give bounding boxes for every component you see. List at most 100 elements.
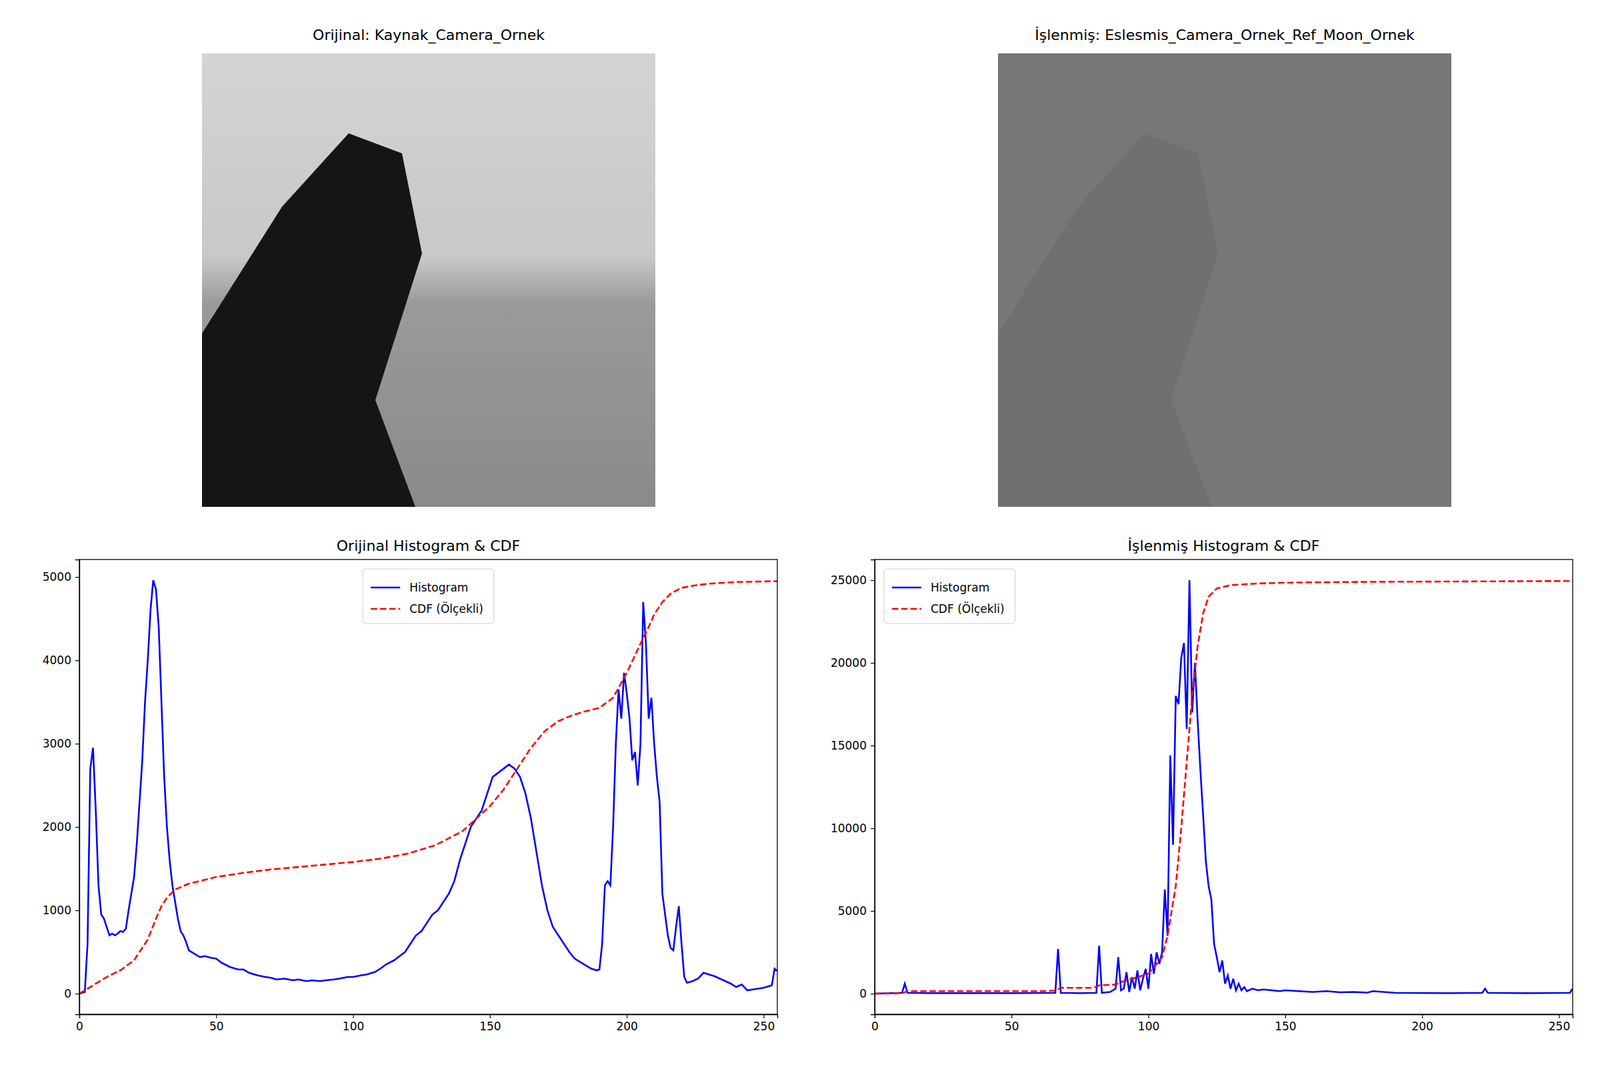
tick-mark	[216, 1014, 217, 1018]
tick-mark	[1558, 1014, 1560, 1018]
axis-line	[875, 1014, 1574, 1019]
tick-mark	[1011, 1014, 1012, 1018]
x-axis: 0 50 100 150 200 250	[76, 1014, 778, 1033]
tick-mark	[870, 745, 875, 746]
tick: 0	[871, 1014, 879, 1033]
tick-mark	[626, 1014, 628, 1018]
tick: 250	[753, 1014, 775, 1033]
tick-mark	[1285, 1014, 1286, 1018]
plot-area	[79, 580, 778, 994]
tick-label: 200	[616, 1019, 638, 1033]
tick-label: 100	[1138, 1019, 1160, 1033]
chart-title: İşlenmiş Histogram & CDF	[1128, 537, 1320, 554]
plot-frame	[874, 559, 1573, 1014]
tick-mark	[870, 662, 875, 664]
tick-mark	[75, 910, 80, 911]
tick-mark	[870, 993, 875, 994]
tick-label: 50	[209, 1019, 224, 1033]
chart: Orijinal Histogram & CDF0501001502002500…	[42, 537, 778, 1033]
tick: 3000	[42, 736, 80, 750]
legend: Histogram CDF (Ölçekli)	[884, 568, 1016, 624]
tick: 20000	[830, 656, 875, 670]
tick: 10000	[830, 821, 875, 835]
image-title: Orijinal: Kaynak_Camera_Ornek	[312, 26, 545, 44]
tick-label: 3000	[42, 736, 72, 750]
tick-mark	[75, 576, 80, 578]
tick: 2000	[42, 820, 80, 834]
tick: 15000	[830, 738, 875, 752]
tick-label: 5000	[42, 570, 72, 584]
tick-mark	[870, 910, 875, 912]
legend-label: CDF (Ölçekli)	[409, 601, 484, 616]
image-panel: Orijinal: Kaynak_Camera_Ornek	[202, 26, 656, 507]
series-line	[874, 580, 1573, 994]
tick: 150	[1274, 1014, 1296, 1033]
tick-label: 4000	[42, 653, 72, 667]
tick-mark	[490, 1014, 491, 1018]
tick: 4000	[42, 653, 80, 667]
legend-label: CDF (Ölçekli)	[930, 601, 1005, 616]
chart: İşlenmiş Histogram & CDF0501001502002500…	[830, 537, 1574, 1033]
tick-label: 200	[1411, 1019, 1433, 1033]
legend-label: Histogram	[409, 580, 468, 594]
image	[202, 53, 656, 507]
tick-label: 1000	[42, 903, 72, 917]
tick-label: 150	[1274, 1019, 1296, 1033]
tick-mark	[75, 826, 80, 828]
tick-mark	[1422, 1014, 1423, 1018]
y-axis: 0 1000 2000 3000 4000 5000	[42, 560, 80, 1015]
tick-label: 0	[871, 1019, 879, 1033]
tick-label: 0	[64, 986, 72, 1000]
legend-item: CDF (Ölçekli)	[892, 601, 1005, 616]
tick-label: 2000	[42, 820, 72, 834]
tick-label: 25000	[830, 573, 867, 587]
plot-area	[874, 580, 1573, 994]
tick-mark	[763, 1014, 764, 1018]
tick-label: 15000	[830, 738, 867, 752]
tick-mark	[1148, 1014, 1149, 1018]
tick-label: 10000	[830, 821, 867, 835]
series-line	[79, 580, 778, 994]
tick: 150	[479, 1014, 501, 1033]
legend-swatch	[370, 608, 400, 610]
image-figure	[998, 133, 1218, 507]
tick-label: 250	[753, 1019, 775, 1033]
tick-mark	[352, 1014, 354, 1018]
tick-mark	[75, 660, 80, 661]
tick-label: 150	[479, 1019, 501, 1033]
tick-mark	[75, 743, 80, 744]
image-title: İşlenmiş: Eslesmis_Camera_Ornek_Ref_Moon…	[1034, 26, 1415, 44]
legend-box	[362, 568, 494, 624]
tick: 5000	[838, 904, 875, 918]
figure: Orijinal: Kaynak_Camera_Ornek İşlenmiş: E…	[0, 0, 1600, 1067]
tick: 50	[209, 1014, 224, 1033]
tick: 50	[1004, 1014, 1020, 1033]
tick: 100	[1138, 1014, 1160, 1033]
tick-label: 250	[1548, 1019, 1570, 1033]
tick-label: 50	[1004, 1019, 1020, 1033]
tick-label: 20000	[830, 656, 867, 670]
tick: 0	[859, 986, 875, 1000]
legend-item: Histogram	[370, 580, 468, 594]
chart-title: Orijinal Histogram & CDF	[336, 537, 520, 554]
tick-label: 0	[859, 986, 867, 1000]
legend-box	[884, 568, 1016, 624]
legend: Histogram CDF (Ölçekli)	[362, 568, 494, 624]
legend-swatch	[892, 586, 922, 589]
tick-label: 0	[76, 1019, 84, 1033]
image	[998, 53, 1452, 507]
tick: 0	[76, 1014, 84, 1033]
tick: 25000	[830, 573, 875, 587]
tick-label: 100	[342, 1019, 364, 1033]
legend-item: Histogram	[892, 580, 990, 594]
axis-line	[80, 1014, 778, 1019]
legend-label: Histogram	[930, 580, 990, 594]
plot-frame	[79, 559, 778, 1014]
tick-mark	[870, 580, 875, 581]
tick: 5000	[42, 570, 80, 584]
image-figure	[202, 133, 422, 507]
tick-label: 5000	[838, 904, 867, 918]
y-axis: 0 5000 10000 15000 20000 25000	[830, 560, 876, 1015]
x-axis: 0 50 100 150 200 250	[871, 1014, 1573, 1033]
legend-item: CDF (Ölçekli)	[370, 601, 484, 616]
